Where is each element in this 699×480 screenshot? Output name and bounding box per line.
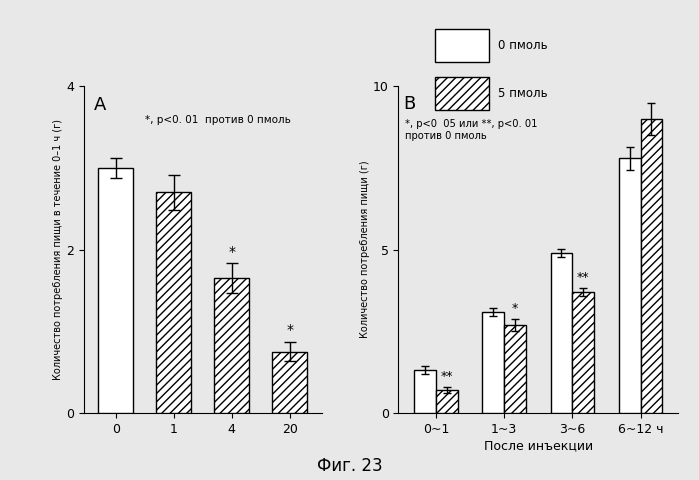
Text: **: ** [440,370,453,383]
Bar [435,77,489,110]
X-axis label: После инъекции: После инъекции [484,440,593,453]
Text: 0 пмоль: 0 пмоль [498,39,548,52]
Bar [99,168,133,413]
Text: *: * [512,302,518,315]
Text: Фиг. 23: Фиг. 23 [317,457,382,475]
Text: 5 пмоль: 5 пмоль [498,87,548,100]
Text: B: B [403,95,415,112]
Bar [436,390,458,413]
Bar [551,253,572,413]
Bar [215,278,249,413]
Bar [572,292,594,413]
Bar [414,371,436,413]
Bar [435,29,489,62]
Y-axis label: Количество потребления пищи (г): Количество потребления пищи (г) [360,161,370,338]
Bar [482,312,504,413]
Text: *: * [286,323,293,337]
Bar [619,158,640,413]
Y-axis label: Количество потребления пищи в течение 0–1 ч (г): Количество потребления пищи в течение 0–… [53,119,64,380]
Text: *, p<0  05 или **, p<0. 01
против 0 пмоль: *, p<0 05 или **, p<0. 01 против 0 пмоль [405,119,538,141]
Text: A: A [94,96,106,114]
Text: **: ** [577,271,589,284]
Text: *, p<0. 01  против 0 пмоль: *, p<0. 01 против 0 пмоль [145,115,291,125]
Bar [273,351,307,413]
Bar [640,119,663,413]
Text: *: * [228,245,235,259]
Bar [157,192,191,413]
Bar [504,324,526,413]
